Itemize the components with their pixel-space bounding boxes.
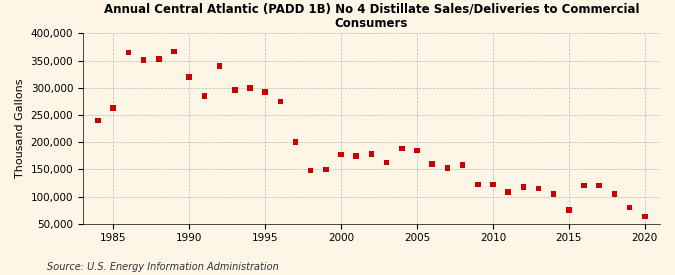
- Point: [153, 57, 164, 61]
- Point: [609, 192, 620, 196]
- Text: Source: U.S. Energy Information Administration: Source: U.S. Energy Information Administ…: [47, 262, 279, 272]
- Point: [199, 94, 210, 98]
- Point: [548, 192, 559, 196]
- Point: [472, 182, 483, 187]
- Point: [564, 208, 574, 212]
- Point: [244, 86, 255, 90]
- Point: [503, 190, 514, 194]
- Point: [230, 88, 240, 92]
- Title: Annual Central Atlantic (PADD 1B) No 4 Distillate Sales/Deliveries to Commercial: Annual Central Atlantic (PADD 1B) No 4 D…: [104, 2, 639, 30]
- Point: [260, 90, 271, 94]
- Point: [578, 183, 589, 188]
- Point: [108, 106, 119, 110]
- Point: [457, 163, 468, 167]
- Point: [169, 49, 180, 54]
- Point: [290, 140, 301, 144]
- Point: [518, 185, 529, 189]
- Point: [184, 75, 194, 79]
- Point: [412, 148, 423, 153]
- Point: [594, 183, 605, 188]
- Point: [533, 186, 544, 191]
- Point: [427, 162, 437, 166]
- Point: [624, 205, 635, 210]
- Point: [639, 214, 650, 219]
- Point: [92, 118, 103, 123]
- Y-axis label: Thousand Gallons: Thousand Gallons: [15, 79, 25, 178]
- Point: [351, 153, 362, 158]
- Point: [487, 182, 498, 187]
- Point: [321, 167, 331, 172]
- Point: [335, 152, 346, 157]
- Point: [214, 64, 225, 68]
- Point: [442, 166, 453, 170]
- Point: [396, 147, 407, 151]
- Point: [275, 99, 286, 104]
- Point: [381, 160, 392, 164]
- Point: [138, 58, 149, 62]
- Point: [366, 152, 377, 156]
- Point: [305, 168, 316, 173]
- Point: [123, 50, 134, 54]
